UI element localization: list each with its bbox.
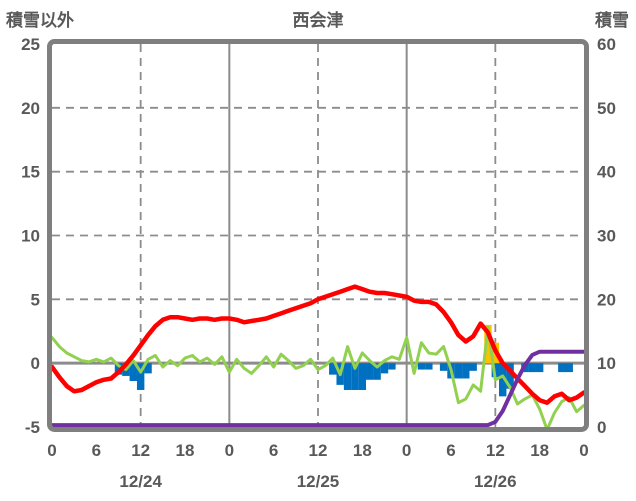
x-axis-hour-label: 0 (579, 441, 588, 460)
blue-bar (388, 363, 396, 370)
blue-bar (425, 363, 433, 370)
left-axis-tick-label: 25 (21, 35, 40, 54)
blue-bar (417, 363, 426, 370)
left-axis-tick-label: 10 (21, 227, 40, 246)
blue-bar (129, 363, 137, 382)
x-axis-hour-label: 6 (269, 441, 278, 460)
blue-bar (535, 363, 544, 373)
left-axis-title: 積雪以外 (6, 11, 74, 30)
blue-bar (528, 363, 536, 373)
left-axis-tick-label: -5 (25, 418, 40, 437)
left-axis-tick-label: 15 (21, 163, 40, 182)
blue-bar (373, 363, 381, 380)
blue-bar (136, 363, 145, 390)
x-axis-hour-label: 0 (47, 441, 56, 460)
red-line (49, 284, 587, 405)
x-axis-hour-label: 12 (486, 441, 505, 460)
x-axis-hour-label: 0 (225, 441, 234, 460)
x-axis-hour-label: 12 (309, 441, 328, 460)
blue-bar (558, 363, 566, 373)
x-axis-hour-label: 18 (176, 441, 195, 460)
chart-title: 西会津 (292, 11, 344, 30)
x-axis-hour-label: 18 (353, 441, 372, 460)
left-axis-tick-label: 0 (31, 354, 40, 373)
blue-bar (343, 363, 352, 390)
left-axis-tick-label: 20 (21, 99, 40, 118)
blue-bar (351, 363, 359, 390)
blue-bar (462, 363, 470, 379)
blue-bar (358, 363, 367, 390)
x-axis-hour-label: 18 (530, 441, 549, 460)
x-axis-hour-label: 12 (131, 441, 150, 460)
purple-line (50, 349, 586, 428)
blue-bar (469, 363, 477, 371)
blue-bar (329, 363, 337, 375)
x-axis-date-label: 12/24 (119, 472, 162, 491)
blue-bar (366, 363, 374, 380)
right-axis-tick-label: 50 (597, 99, 616, 118)
yellow-bar (484, 324, 492, 364)
blue-bar (380, 363, 389, 374)
x-axis-date-label: 12/26 (474, 472, 517, 491)
x-axis-date-label: 12/25 (297, 472, 340, 491)
right-axis-tick-label: 20 (597, 290, 616, 309)
right-axis-tick-label: 60 (597, 35, 616, 54)
blue-bar (506, 363, 514, 389)
x-axis-hour-label: 6 (446, 441, 455, 460)
blue-bar (144, 363, 152, 374)
blue-bar (499, 363, 507, 397)
x-axis-hour-label: 6 (92, 441, 101, 460)
right-axis-tick-label: 0 (597, 418, 606, 437)
left-axis-tick-label: 5 (31, 290, 40, 309)
right-axis-tick-label: 40 (597, 163, 616, 182)
x-axis-hour-label: 0 (402, 441, 411, 460)
blue-bar (439, 363, 448, 371)
green-line (50, 325, 586, 432)
blue-bar (454, 363, 463, 379)
right-axis-tick-label: 10 (597, 354, 616, 373)
plot-border (47, 39, 589, 432)
right-axis-title: 積雪 (595, 11, 629, 30)
blue-bar (565, 363, 573, 373)
right-axis-tick-label: 30 (597, 227, 616, 246)
